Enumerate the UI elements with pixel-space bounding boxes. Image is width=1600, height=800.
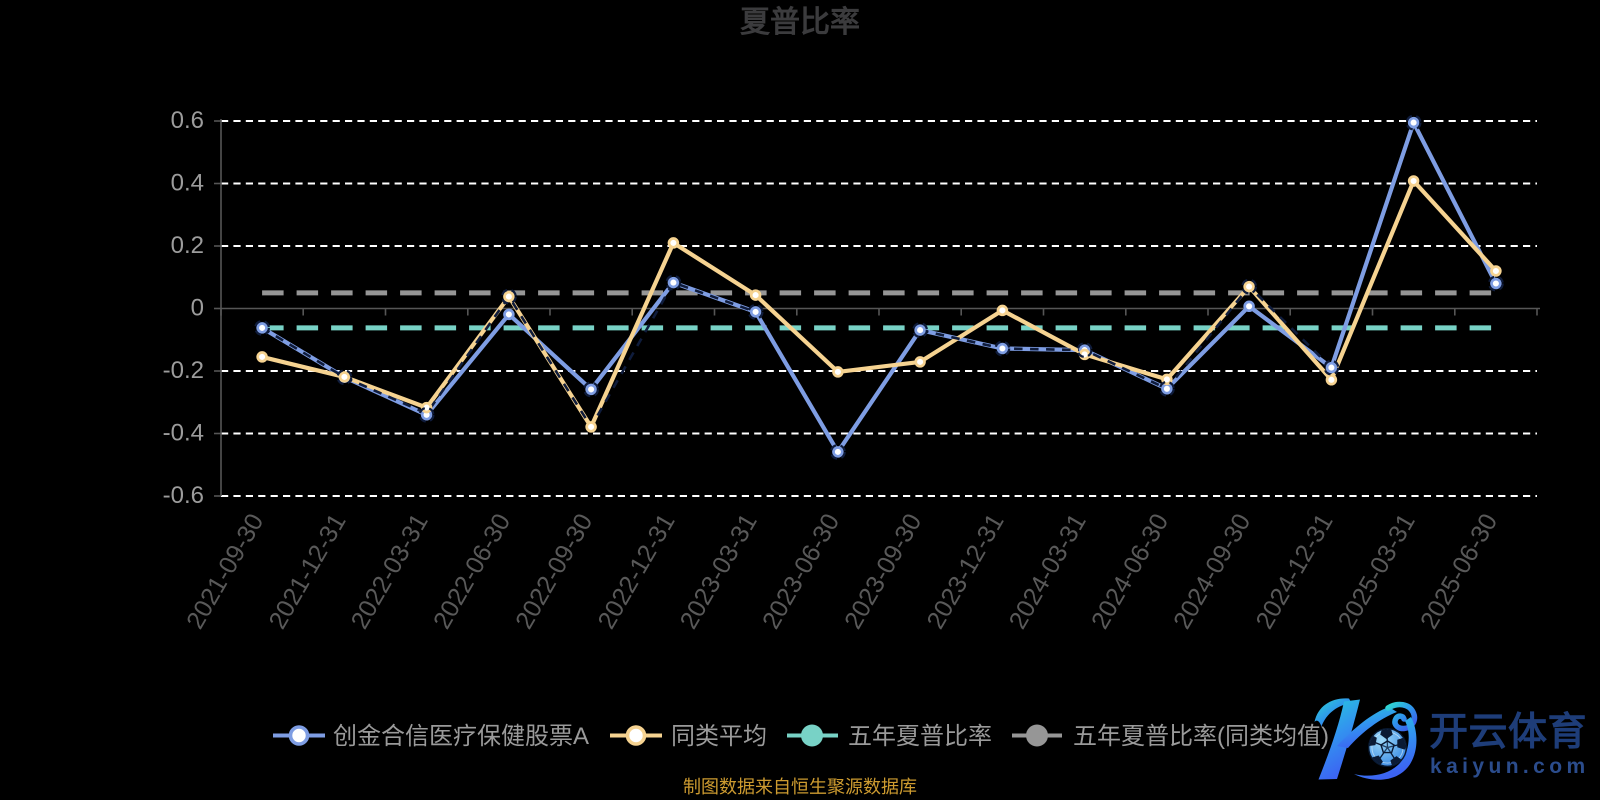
svg-text:同类平均: 同类平均	[671, 723, 767, 750]
svg-text:五年夏普比率(同类均值): 五年夏普比率(同类均值)	[1073, 723, 1329, 750]
svg-text:开云体育: 开云体育	[1429, 711, 1587, 754]
svg-text:创金合信医疗保健股票A: 创金合信医疗保健股票A	[333, 723, 589, 750]
svg-text:-0.4: -0.4	[163, 420, 204, 447]
svg-text:kaiyun.com: kaiyun.com	[1430, 755, 1590, 778]
svg-text:夏普比率: 夏普比率	[740, 5, 860, 39]
svg-text:0.2: 0.2	[171, 232, 204, 259]
svg-text:0.6: 0.6	[171, 107, 204, 134]
svg-text:0: 0	[191, 295, 204, 322]
svg-text:0.4: 0.4	[171, 170, 204, 197]
svg-text:-0.2: -0.2	[163, 357, 204, 384]
svg-text:五年夏普比率: 五年夏普比率	[848, 723, 992, 750]
svg-text:制图数据来自恒生聚源数据库: 制图数据来自恒生聚源数据库	[683, 777, 917, 797]
svg-text:-0.6: -0.6	[163, 482, 204, 509]
